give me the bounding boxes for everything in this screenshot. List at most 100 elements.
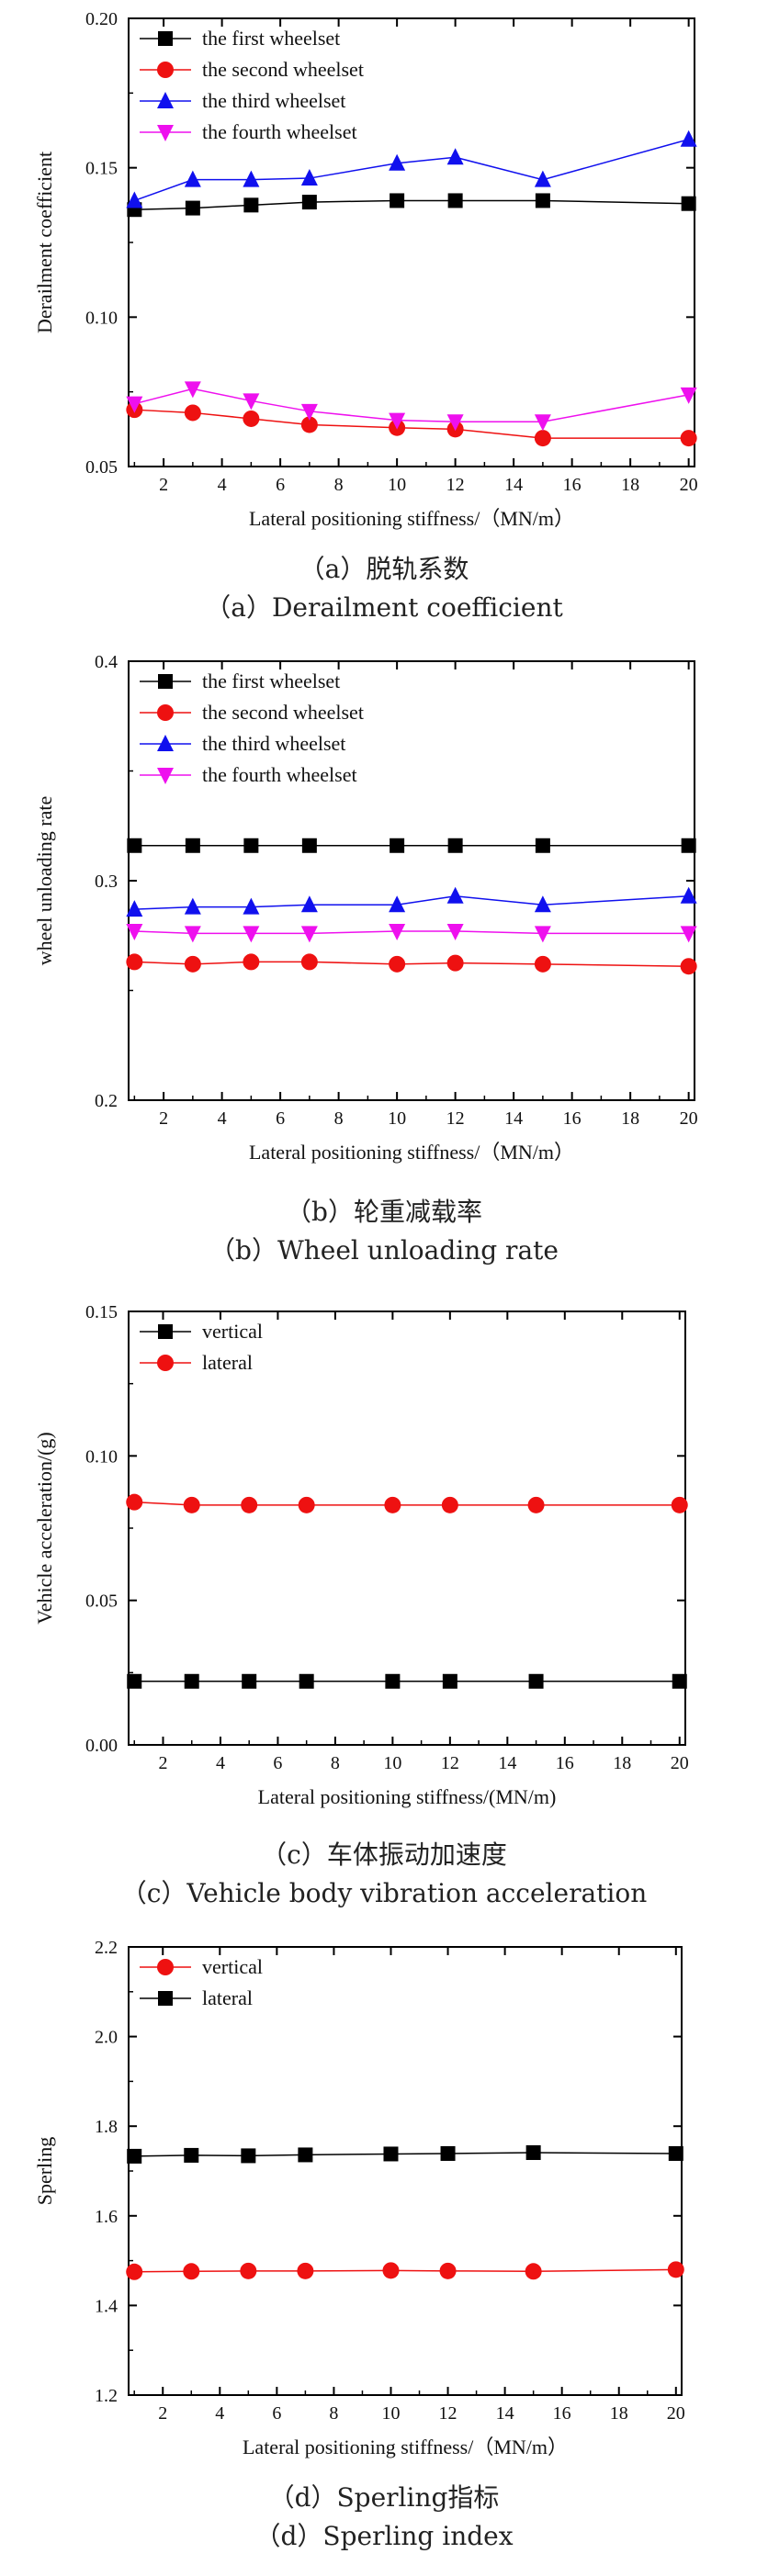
chart-a-xtick-label: 4 (218, 475, 227, 495)
chart-a-legend-marker (157, 125, 174, 141)
chart-d-ytick-label: 1.8 (95, 2117, 118, 2137)
chart-a-series-1-point (390, 193, 405, 208)
chart-panel-c: 2 4 6 8 10 12 14 16 18 20 0.00 0.05 0.10 0.15 Lateral … (0, 1286, 768, 1929)
chart-a-series-4-point (300, 403, 318, 421)
chart-a-series-3-point (534, 170, 551, 187)
chart-b-xtick-label: 6 (276, 1108, 285, 1129)
chart-a-series-4 (126, 381, 697, 432)
chart-d-legend-item-1: vertical (140, 1955, 263, 1978)
chart-d-legend-marker (158, 1991, 173, 2006)
chart-c-series-2-point (384, 1496, 401, 1513)
chart-a-series-3-point (126, 191, 143, 208)
chart-b-series-1-point (301, 838, 317, 853)
chart-a-legend-marker (157, 92, 174, 108)
chart-c-series-2-point (126, 1493, 143, 1511)
chart-b-series-4-point (243, 926, 260, 943)
chart-a-xtick-label: 10 (388, 475, 406, 495)
chart-b-series-4-point (300, 926, 318, 943)
chart-a-ytick-label: 0.10 (85, 308, 118, 328)
chart-c-series-2-line (134, 1501, 680, 1506)
chart-b-xtick-label: 12 (446, 1108, 465, 1129)
chart-a-series-2-point (184, 404, 201, 422)
chart-c-legend-label: lateral (202, 1351, 253, 1374)
chart-a-xlabel: Lateral positioning stiffness/（MN/m） (249, 507, 574, 530)
chart-a-xtick-label: 12 (446, 475, 465, 495)
chart-b-ytick-label: 0.4 (95, 652, 118, 672)
chart-a-legend-label: the first wheelset (202, 27, 340, 50)
chart-d-series-1-point (667, 2261, 684, 2278)
chart-a-series-3-point (300, 169, 318, 186)
chart-b-series-2-point (126, 953, 143, 971)
chart-b-legend-marker (157, 768, 174, 784)
chart-c-xtick-label: 16 (556, 1753, 574, 1773)
chart-a-xtick-label: 6 (276, 475, 285, 495)
chart-d-plot-frame (128, 1946, 683, 2396)
chart-b-ytick-label: 0.2 (95, 1091, 118, 1111)
chart-b-series-1-point (243, 838, 259, 853)
chart-b-series-4-point (389, 923, 406, 940)
chart-d-series-1-point (183, 2263, 200, 2280)
chart-d-ytick-label: 1.6 (95, 2207, 118, 2227)
chart-panel-b: 2 4 6 8 10 12 14 16 18 20 0.2 0.3 0.4 Lateral positio… (0, 643, 768, 1286)
chart-a-xtick-label: 8 (334, 475, 344, 495)
chart-c-series-1-point (672, 1673, 687, 1689)
chart-c-ylabel: Vehicle acceleration/(g) (33, 1432, 56, 1624)
chart-b-xtick-label: 10 (388, 1108, 406, 1129)
chart-b-ytick-label: 0.3 (95, 872, 118, 892)
chart-d-xtick-label: 8 (329, 2403, 338, 2424)
chart-d-series-2-point (184, 2147, 199, 2163)
chart-c-series-2-point (241, 1496, 258, 1513)
chart-c-xtick-label: 8 (331, 1753, 340, 1773)
chart-a-legend-item-1: the first wheelset (140, 27, 340, 50)
chart-a-xtick-label: 18 (621, 475, 639, 495)
chart-c-xtick-label: 4 (216, 1753, 225, 1773)
chart-b-legend-label: the second wheelset (202, 701, 364, 724)
chart-b-series-1-point (535, 838, 550, 853)
chart-b-series-2-point (446, 954, 464, 972)
chart-c-svg: 2 4 6 8 10 12 14 16 18 20 0.00 0.05 0.10 0.15 Lateral … (33, 1302, 689, 1808)
chart-a-ytick-label: 0.15 (85, 159, 118, 179)
chart-c-series-2-point (527, 1496, 545, 1513)
chart-a-series-3-point (446, 148, 464, 165)
chart-b-series-2-point (680, 958, 697, 975)
chart-a-series-2-point (680, 430, 697, 447)
chart-d-series-1-point (126, 2263, 143, 2280)
chart-b-xtick-label: 18 (621, 1108, 639, 1129)
chart-d-xtick-label: 2 (158, 2403, 167, 2424)
chart-b-series-2-point (534, 955, 551, 973)
chart-c-xtick-label: 10 (383, 1753, 401, 1773)
chart-b-series-2-point (184, 955, 201, 973)
chart-b-series-2 (126, 953, 697, 975)
chart-a-ytick-label: 0.20 (85, 9, 118, 29)
chart-a-ytick-label: 0.05 (85, 457, 118, 478)
chart-d-xtick-label: 14 (496, 2403, 514, 2424)
chart-d-series-1-line (134, 2268, 676, 2273)
chart-a-series-3 (126, 129, 697, 208)
chart-a-xtick-label: 14 (504, 475, 523, 495)
chart-c-series-2-point (671, 1496, 688, 1513)
chart-a-legend-marker (157, 62, 174, 78)
chart-b-legend-marker (157, 704, 174, 721)
chart-c-plot-frame (128, 1310, 686, 1746)
chart-d-xtick-label: 18 (610, 2403, 628, 2424)
chart-b-xtick-label: 14 (504, 1108, 523, 1129)
chart-c-series-2-point (183, 1496, 200, 1513)
chart-a-series-1-point (243, 197, 259, 213)
chart-b-legend-item-4: the fourth wheelset (140, 763, 357, 786)
chart-d-series-2-point (383, 2146, 399, 2162)
chart-d-series-1-point (382, 2262, 400, 2279)
chart-c-series-1-point (242, 1673, 257, 1689)
chart-b-series-4-point (184, 926, 201, 943)
chart-a-xtick-label: 2 (159, 475, 168, 495)
chart-a-xtick-label: 16 (563, 475, 582, 495)
chart-b-series-3-point (389, 895, 406, 913)
chart-d-series-1-point (525, 2263, 542, 2280)
chart-a-series-3-point (680, 129, 697, 147)
chart-a-series-1-point (301, 195, 317, 210)
caption-d-cn: （d）Sperling指标 (268, 2482, 500, 2513)
chart-b-series-3-point (680, 886, 697, 904)
chart-d-ytick-label: 2.2 (95, 1938, 118, 1958)
chart-a-series-1-point (447, 193, 463, 208)
chart-c-series-1-point (528, 1673, 544, 1689)
chart-b-series-3-point (184, 897, 201, 915)
